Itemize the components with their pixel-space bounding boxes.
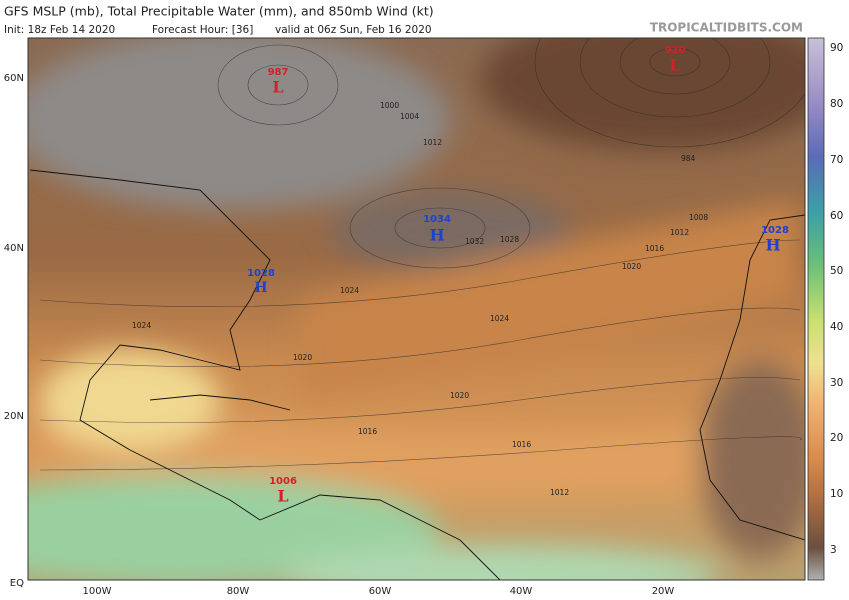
moist-area	[280, 545, 720, 580]
colorbar-labels: 90 80 70 60 50 40 30 20 10 3	[830, 42, 843, 556]
isobar-label: 1024	[490, 314, 509, 323]
isobar-label: 1032	[465, 237, 484, 246]
center-symbol: H	[254, 280, 267, 296]
lon-label: 100W	[83, 586, 112, 597]
isobar	[39, 377, 801, 423]
isobar	[619, 38, 731, 95]
isobar-label: 1012	[423, 138, 442, 147]
isobar-label: 1012	[550, 488, 569, 497]
isobar	[534, 38, 805, 148]
isobar-label: 1020	[293, 353, 312, 362]
isobar-label: 1020	[450, 391, 469, 400]
isobar-label: 1024	[132, 321, 151, 330]
colorbar-label: 30	[830, 377, 843, 389]
colorbar-label: 40	[830, 321, 843, 333]
coastline	[149, 394, 291, 411]
isobar-label: 1004	[400, 112, 419, 121]
longitude-labels: 100W 80W 60W 40W 20W	[83, 586, 675, 597]
dry-air	[700, 360, 805, 560]
colorbar-label: 60	[830, 210, 843, 222]
forecast-hour: Forecast Hour: [36]	[152, 24, 253, 36]
isobar-label: 1020	[622, 262, 641, 271]
dry-air	[28, 38, 450, 210]
isobar-label: 1024	[340, 286, 359, 295]
moisture-field	[28, 38, 805, 580]
center-symbol: H	[429, 226, 444, 245]
isobar-label: 1008	[689, 213, 708, 222]
colorbar-label: 3	[830, 544, 837, 556]
lat-label: EQ	[10, 578, 24, 589]
moist-band	[40, 380, 800, 496]
valid-time: valid at 06z Sun, Feb 16 2020	[275, 24, 432, 36]
isobar-label: 984	[681, 154, 696, 163]
isobar	[39, 436, 802, 471]
isobar-label: 1016	[358, 427, 377, 436]
isobar	[579, 38, 771, 118]
center-symbol: L	[272, 78, 283, 97]
dry-air	[480, 38, 805, 150]
moist-area	[40, 350, 220, 450]
center-symbol: L	[277, 487, 288, 506]
lat-label: 60N	[4, 73, 24, 84]
colorbar-label: 50	[830, 265, 843, 277]
lon-label: 80W	[227, 586, 250, 597]
isobar-label: 1012	[670, 228, 689, 237]
center-value: 987	[268, 67, 289, 78]
isobar	[349, 187, 531, 269]
isobar	[39, 307, 801, 367]
center-value: 1034	[423, 214, 451, 225]
colorbar-label: 70	[830, 154, 843, 166]
colorbar-label: 90	[830, 42, 843, 54]
coastlines	[29, 169, 805, 580]
isobar-label: 1016	[645, 244, 664, 253]
colorbar-label: 10	[830, 488, 843, 500]
lon-label: 20W	[652, 586, 675, 597]
isobar	[247, 64, 309, 106]
coastline	[259, 494, 501, 580]
isobar	[394, 207, 486, 249]
coastline	[29, 169, 271, 521]
isobar	[39, 239, 801, 307]
center-symbol: L	[669, 56, 680, 75]
coastline	[699, 214, 805, 541]
moist-area	[28, 475, 440, 580]
center-value: 1028	[761, 225, 789, 236]
center-value: 1006	[269, 476, 297, 487]
lon-label: 40W	[510, 586, 533, 597]
dry-air	[330, 190, 570, 270]
latitude-labels: 60N 40N 20N EQ	[4, 73, 24, 589]
init-time: Init: 18z Feb 14 2020	[4, 24, 115, 36]
moist-band	[300, 200, 800, 400]
isobar	[217, 44, 339, 126]
colorbar	[807, 37, 825, 581]
colorbar-label: 20	[830, 432, 843, 444]
isobar-label: 1000	[380, 101, 399, 110]
isobar	[649, 47, 701, 77]
center-value: 1028	[247, 268, 275, 279]
center-symbol: H	[765, 236, 780, 255]
lat-label: 40N	[4, 243, 24, 254]
isobar-label: 1016	[512, 440, 531, 449]
map-frame	[27, 37, 806, 581]
pressure-centers: 987 L 920 L 1034 H 1028 H 1028 H 1006 L	[247, 45, 789, 506]
lat-label: 20N	[4, 411, 24, 422]
isobars	[39, 38, 805, 471]
colorbar-label: 80	[830, 98, 843, 110]
isobar-label-layer: 1000 1004 1012 984 1008 1012 1016 1020 1…	[132, 101, 708, 497]
lon-label: 60W	[369, 586, 392, 597]
site-credit: TROPICALTIDBITS.COM	[650, 21, 803, 35]
map-title: GFS MSLP (mb), Total Precipitable Water …	[4, 4, 434, 19]
center-value: 920	[665, 45, 686, 56]
isobar-label: 1028	[500, 235, 519, 244]
